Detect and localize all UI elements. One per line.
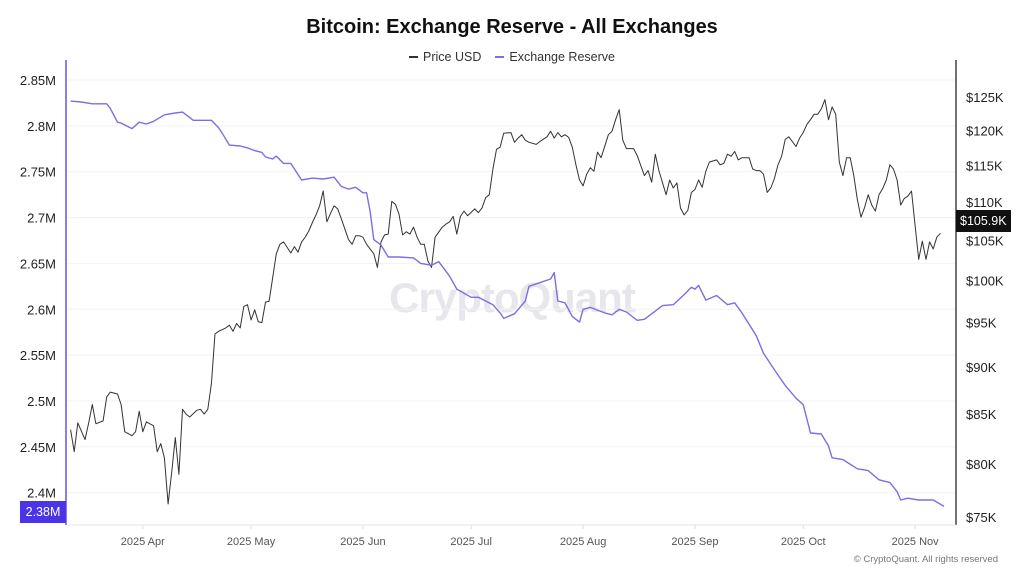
left-tick-label: 2.4M [27,486,56,501]
right-tick-label: $90K [966,360,997,375]
x-tick-label: 2025 Jul [450,536,492,548]
series-price-usd [70,99,941,505]
x-tick-label: 2025 May [227,536,276,548]
reserve-swatch-icon [495,56,505,58]
reserve-current-badge: 2.38M [20,501,66,523]
right-tick-label: $105K [966,233,1004,248]
left-tick-label: 2.65M [20,256,56,271]
series-line [70,99,941,505]
x-tick-label: 2025 Nov [892,536,940,548]
left-tick-label: 2.55M [20,348,56,363]
x-tick-label: 2025 Oct [781,536,826,548]
right-tick-label: $95K [966,316,997,331]
left-tick-label: 2.85M [20,73,56,88]
left-tick-label: 2.45M [20,440,56,455]
x-tick-label: 2025 Jun [340,536,385,548]
legend-item-reserve[interactable]: Exchange Reserve [495,50,615,64]
left-tick-label: 2.7M [27,211,56,226]
chart-title: Bitcoin: Exchange Reserve - All Exchange… [306,16,718,38]
x-tick-label: 2025 Sep [671,536,718,548]
right-tick-label: $120K [966,124,1004,139]
x-tick-label: 2025 Aug [560,536,607,548]
right-tick-label: $115K [966,159,1003,174]
right-tick-label: $100K [966,273,1004,288]
right-tick-label: $75K [966,510,997,525]
x-tick-label: 2025 Apr [121,536,165,548]
copyright: © CryptoQuant. All rights reserved [853,554,998,565]
watermark: CryptoQuant [389,274,636,321]
left-tick-label: 2.75M [20,165,56,180]
right-tick-label: $125K [966,90,1004,105]
left-tick-label: 2.6M [27,302,56,317]
price-swatch-icon [409,56,419,58]
series-line [70,100,945,508]
legend-item-price[interactable]: Price USD [409,50,481,64]
right-tick-label: $85K [966,407,997,422]
right-tick-label: $110K [966,195,1003,210]
left-tick-label: 2.8M [27,119,56,134]
legend-label-price: Price USD [423,50,482,64]
price-current-badge: $105.9K [956,210,1011,232]
legend-label-reserve: Exchange Reserve [509,50,615,64]
series-exchange-reserve [70,100,945,508]
left-tick-label: 2.5M [27,394,56,409]
right-tick-label: $80K [966,457,997,472]
legend: Price USD Exchange Reserve [0,50,1024,64]
